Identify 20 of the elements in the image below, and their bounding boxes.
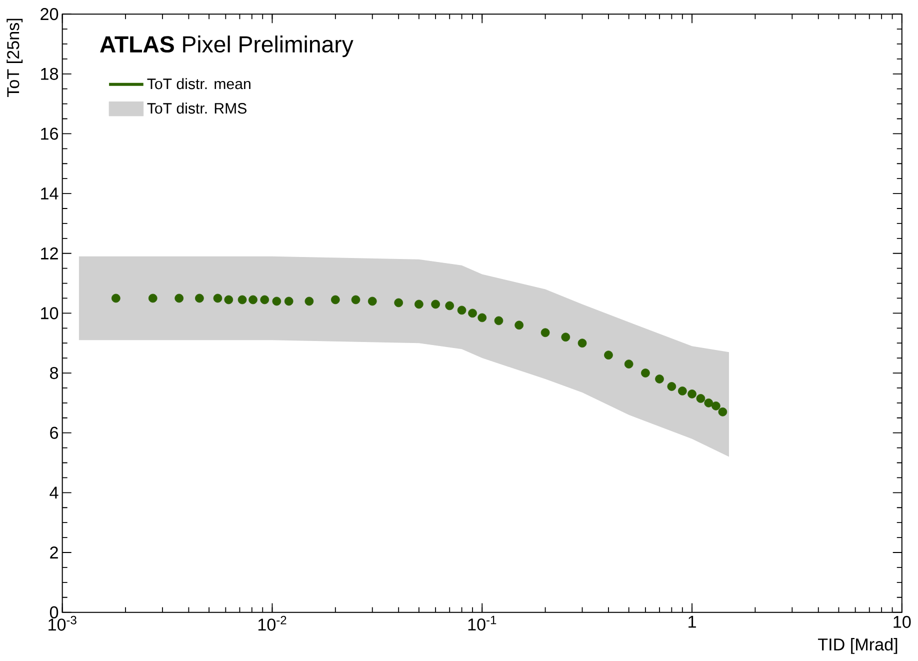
- y-tick-label: 4: [50, 486, 58, 499]
- y-tick-label: 18: [41, 68, 58, 80]
- x-axis-title: TID [Mrad]: [818, 638, 898, 654]
- y-tick-label: 0: [50, 606, 58, 619]
- y-tick-label: 20: [40, 8, 58, 20]
- x-tick-label: 1: [688, 616, 696, 628]
- x-tick-label: 10$^{-1}$: [468, 616, 496, 631]
- y-tick-label: 12: [41, 248, 58, 260]
- y-tick-label: 16: [41, 128, 58, 140]
- x-tick-label: 10$^{-2}$: [258, 616, 286, 631]
- y-axis-title: ToT [25ns]: [6, 19, 23, 98]
- x-tick-label: 10: [894, 616, 911, 628]
- legend-label: ToT distr. RMS: [147, 102, 246, 114]
- legend-label: ToT distr. mean: [147, 78, 250, 90]
- y-tick-label: 14: [41, 188, 58, 200]
- text: ATLAS Pixel Preliminary: [100, 36, 354, 58]
- y-tick-label: 6: [50, 426, 58, 440]
- y-tick-label: 10: [41, 307, 58, 320]
- y-tick-label: 8: [50, 367, 58, 380]
- y-tick-label: 2: [50, 546, 58, 559]
